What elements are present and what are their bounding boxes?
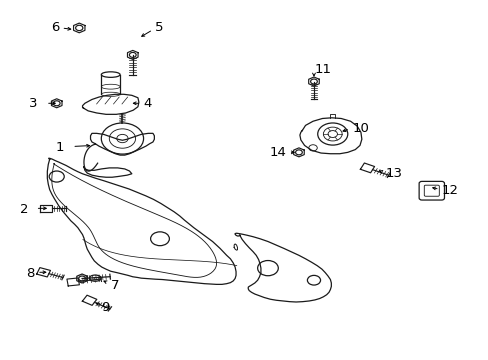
Text: 12: 12 — [441, 184, 458, 197]
Text: 3: 3 — [29, 98, 38, 111]
Text: 8: 8 — [26, 267, 34, 280]
Text: 1: 1 — [55, 141, 63, 154]
Text: 4: 4 — [143, 98, 152, 111]
Text: 14: 14 — [269, 146, 286, 159]
Text: 10: 10 — [352, 122, 368, 135]
Text: 13: 13 — [385, 167, 402, 180]
Text: 7: 7 — [110, 279, 119, 292]
Text: 9: 9 — [101, 301, 109, 314]
Text: 6: 6 — [51, 22, 59, 35]
Text: 11: 11 — [314, 63, 331, 76]
Text: 5: 5 — [155, 22, 163, 35]
Text: 2: 2 — [20, 203, 28, 216]
